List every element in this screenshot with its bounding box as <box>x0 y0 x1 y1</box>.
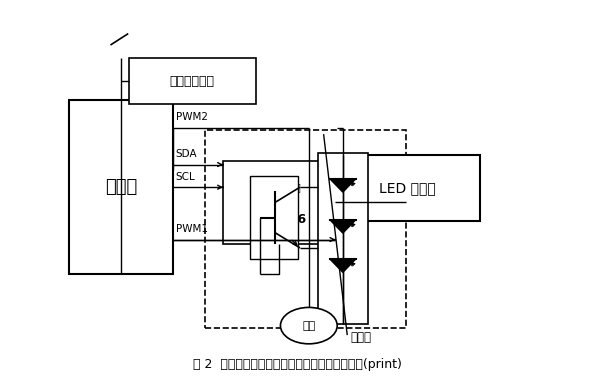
Bar <box>318 153 368 324</box>
Circle shape <box>280 308 337 344</box>
Text: SN1086: SN1086 <box>252 212 307 225</box>
Bar <box>69 100 173 274</box>
Bar <box>250 176 298 259</box>
Polygon shape <box>330 259 356 272</box>
Text: 数字温度传感器: 数字温度传感器 <box>257 182 301 193</box>
Text: 单片机: 单片机 <box>105 178 137 196</box>
Text: 铝基板: 铝基板 <box>350 330 371 343</box>
Text: 其他监控模块: 其他监控模块 <box>169 74 214 87</box>
Bar <box>223 161 336 244</box>
Text: SCL: SCL <box>176 172 195 181</box>
Text: LED 驱动器: LED 驱动器 <box>380 181 436 195</box>
Text: PWM1: PWM1 <box>176 224 208 234</box>
Text: 图 2  使用数字温度传感器实现的温度补偿系统。(print): 图 2 使用数字温度传感器实现的温度补偿系统。(print) <box>192 358 402 371</box>
Text: PWM2: PWM2 <box>176 112 208 122</box>
Bar <box>206 130 406 327</box>
Text: SDA: SDA <box>176 149 197 159</box>
Text: 风扇: 风扇 <box>302 320 315 331</box>
Bar <box>336 155 481 221</box>
Bar <box>128 58 255 104</box>
Polygon shape <box>330 220 356 233</box>
Polygon shape <box>330 179 356 192</box>
